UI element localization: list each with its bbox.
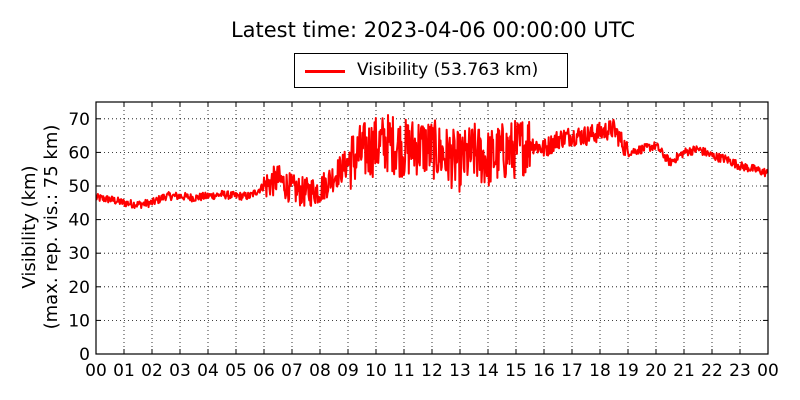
y-axis-label-line2: (max. rep. vis.: 75 km) — [41, 124, 62, 330]
y-tick-label: 60 — [68, 143, 90, 163]
x-tick-label: 00 — [757, 361, 779, 381]
x-tick-label: 12 — [421, 361, 443, 381]
legend-label: Visibility (53.763 km) — [357, 60, 539, 80]
y-axis-label: Visibility (km) (max. rep. vis.: 75 km) — [19, 125, 63, 330]
x-tick-label: 10 — [365, 361, 387, 381]
x-tick-label: 02 — [141, 361, 163, 381]
x-tick-label: 11 — [393, 361, 415, 381]
x-tick-label: 00 — [85, 361, 107, 381]
y-tick-label: 10 — [68, 311, 90, 331]
x-tick-label: 03 — [169, 361, 191, 381]
chart-title: Latest time: 2023-04-06 00:00:00 UTC — [230, 18, 636, 42]
x-tick-label: 01 — [113, 361, 135, 381]
x-tick-label: 05 — [225, 361, 247, 381]
x-tick-label: 17 — [561, 361, 583, 381]
x-tick-label: 22 — [701, 361, 723, 381]
x-tick-label: 19 — [617, 361, 639, 381]
y-tick-label: 0 — [79, 345, 90, 365]
x-tick-label: 16 — [533, 361, 555, 381]
y-tick-label: 40 — [68, 211, 90, 231]
x-tick-label: 18 — [589, 361, 611, 381]
x-tick-label: 20 — [645, 361, 667, 381]
x-tick-label: 06 — [253, 361, 275, 381]
grid — [96, 102, 768, 354]
y-tick-label: 30 — [68, 244, 90, 264]
x-tick-label: 13 — [449, 361, 471, 381]
x-tick-label: 04 — [197, 361, 219, 381]
visibility-series-line — [96, 114, 768, 210]
x-tick-label: 09 — [337, 361, 359, 381]
y-axis-label-line1: Visibility (km) — [19, 165, 40, 289]
plot-frame — [95, 101, 769, 355]
x-tick-label: 15 — [505, 361, 527, 381]
legend: Visibility (53.763 km) — [294, 53, 568, 88]
legend-swatch — [305, 70, 345, 73]
axis-ticks: 0 10 20 30 40 50 60 70 00 01 02 03 04 05 06 07 08 09 10 11 1… — [68, 102, 779, 381]
x-tick-label: 08 — [309, 361, 331, 381]
y-tick-label: 70 — [68, 110, 90, 130]
x-tick-label: 07 — [281, 361, 303, 381]
y-tick-label: 50 — [68, 177, 90, 197]
x-tick-label: 14 — [477, 361, 499, 381]
y-tick-label: 20 — [68, 278, 90, 298]
x-tick-label: 23 — [729, 361, 751, 381]
x-tick-label: 21 — [673, 361, 695, 381]
